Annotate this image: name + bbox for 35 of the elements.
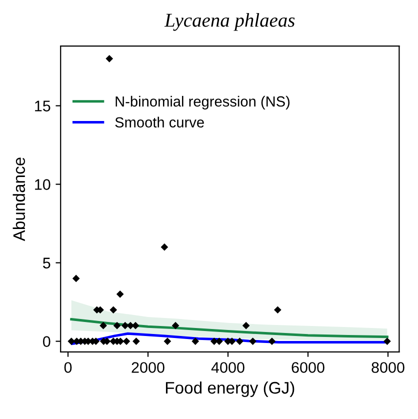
x-tick-label: 4000 bbox=[211, 362, 244, 373]
point bbox=[110, 306, 118, 314]
point bbox=[172, 322, 180, 330]
x-axis-title: Food energy (GJ) bbox=[166, 381, 294, 398]
y-axis-title: Abundance bbox=[12, 158, 26, 242]
y-tick-label: 5 bbox=[43, 258, 50, 268]
legend-label: N-binomial regression (NS) bbox=[116, 96, 290, 110]
point bbox=[132, 338, 140, 345]
point bbox=[216, 338, 223, 345]
x-tick-label: 6000 bbox=[292, 362, 324, 373]
x-tick-label: 0 bbox=[64, 362, 72, 373]
x-tick-label: 8000 bbox=[372, 362, 404, 373]
point bbox=[106, 54, 114, 62]
point bbox=[68, 338, 76, 345]
point bbox=[121, 322, 129, 330]
point bbox=[192, 338, 200, 345]
point bbox=[268, 338, 276, 345]
chart-title: Lycaena phlaeas bbox=[164, 13, 295, 31]
y-tick-label: 15 bbox=[35, 100, 50, 112]
y-tick-label: 10 bbox=[35, 179, 50, 190]
point bbox=[72, 274, 80, 282]
point bbox=[274, 306, 282, 314]
point bbox=[249, 338, 256, 345]
point bbox=[160, 243, 168, 251]
point bbox=[236, 338, 244, 345]
legend-label: Smooth curve bbox=[115, 116, 204, 128]
point bbox=[164, 338, 172, 345]
point bbox=[116, 290, 124, 298]
point bbox=[122, 338, 130, 345]
point bbox=[113, 322, 121, 330]
point bbox=[100, 322, 107, 330]
point bbox=[242, 322, 250, 330]
x-tick-label: 2000 bbox=[132, 362, 164, 373]
point bbox=[384, 338, 391, 345]
y-tick-label: 0 bbox=[42, 336, 50, 347]
